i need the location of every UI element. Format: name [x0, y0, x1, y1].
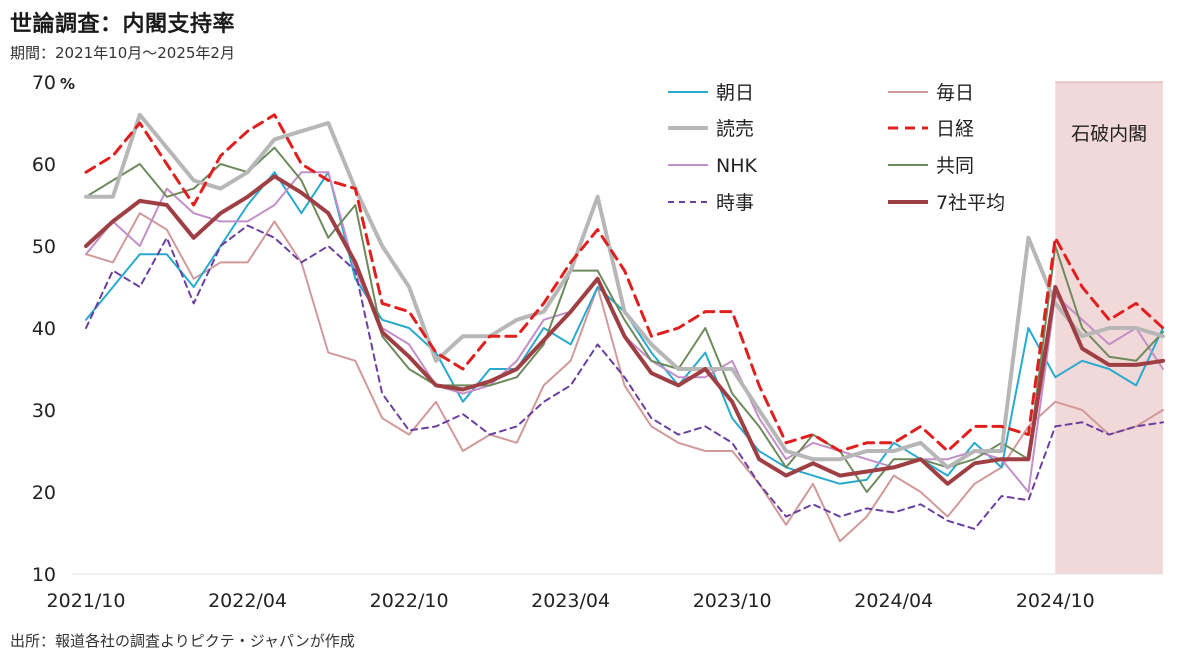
legend-label-1: 毎日 [936, 82, 974, 104]
legend-label-6: 時事 [716, 192, 754, 214]
x-tick-label: 2024/10 [1016, 590, 1095, 612]
x-tick-label: 2022/10 [370, 590, 449, 612]
y-tick-label: 30 [32, 400, 56, 422]
legend-label-0: 朝日 [716, 82, 754, 104]
series-line-3 [84, 113, 1165, 453]
x-tick-label: 2022/04 [208, 590, 287, 612]
source-note: 出所：報道各社の調査よりピクテ・ジャパンが作成 [10, 632, 355, 650]
legend-label-3: 日経 [936, 118, 974, 140]
chart-title: 世論調査：内閣支持率 [10, 12, 236, 37]
series-line-6 [85, 224, 1164, 530]
y-tick-label: 40 [32, 318, 56, 340]
legend-label-2: 読売 [716, 118, 754, 140]
chart-subtitle: 期間：2021年10月～2025年2月 [10, 44, 235, 62]
y-unit-label: % [60, 75, 75, 93]
series-line-7 [84, 174, 1165, 486]
annotation-label: 石破内閣 [1071, 123, 1147, 145]
x-tick-label: 2023/10 [693, 590, 772, 612]
y-tick-label: 20 [32, 482, 56, 504]
series-line-2 [84, 112, 1165, 470]
legend-label-7: 7社平均 [936, 192, 1005, 214]
series-line-1 [85, 212, 1164, 543]
series-line-5 [85, 146, 1164, 493]
x-tick-label: 2024/04 [854, 590, 933, 612]
x-tick-label: 2021/10 [47, 590, 126, 612]
x-tick-label: 2023/04 [531, 590, 610, 612]
y-tick-label: 50 [32, 236, 56, 258]
legend-label-4: NHK [716, 155, 758, 177]
y-tick-label: 10 [32, 564, 56, 586]
legend-label-5: 共同 [936, 155, 974, 177]
y-tick-label: 60 [32, 154, 56, 176]
y-tick-label: 70 [32, 72, 56, 94]
